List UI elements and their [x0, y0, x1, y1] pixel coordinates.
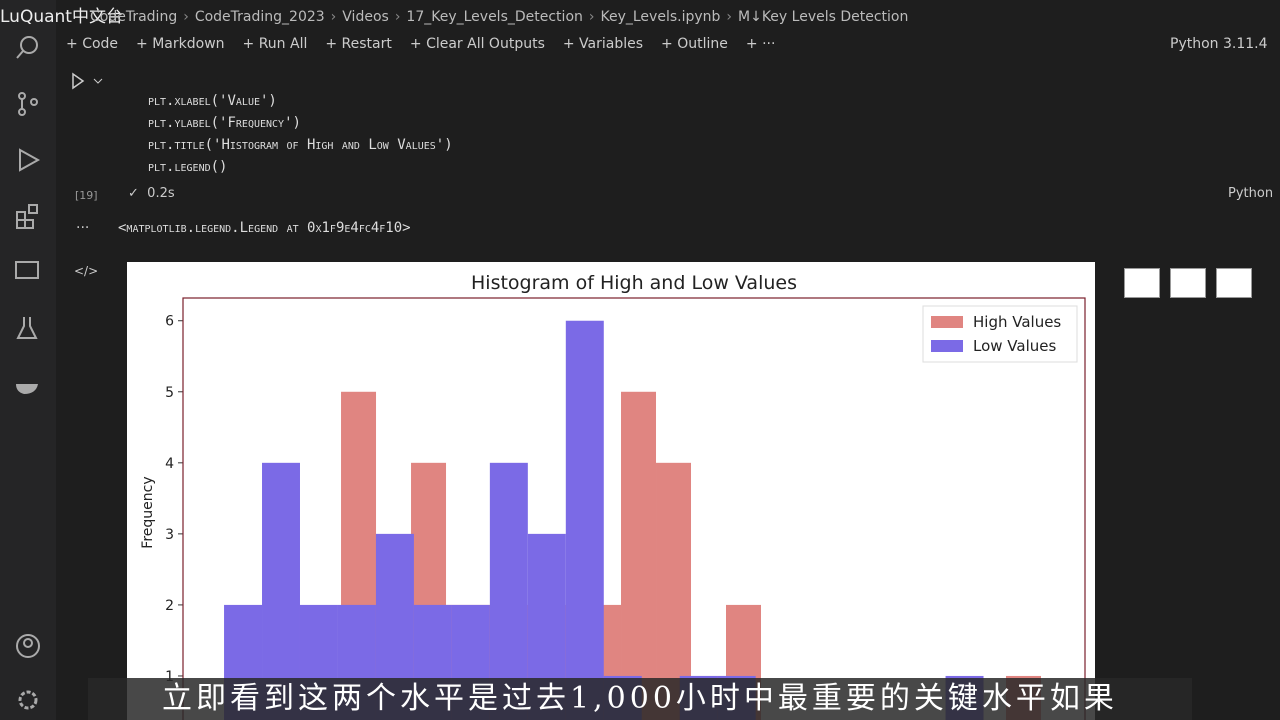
breadcrumb-item[interactable]: CodeTrading_2023 [194, 9, 325, 25]
toolbar-button[interactable]: Variables [563, 36, 643, 52]
breadcrumb-item[interactable]: CodeTrading [90, 9, 178, 25]
legend-box [922, 305, 1078, 363]
output-icon[interactable]: </> [74, 264, 99, 278]
y-tick-label: 5 [165, 385, 174, 401]
legend-swatch [931, 316, 963, 328]
output-text: <matplotlib.legend.Legend at 0x1f9e4fc4f… [118, 220, 411, 236]
execution-count: [19] [75, 189, 98, 202]
plot-button[interactable] [1170, 268, 1206, 298]
subtitle: 立即看到这两个水平是过去1,000小时中最重要的关键水平如果 [88, 678, 1192, 720]
separator: › [394, 9, 401, 25]
plot-frame [182, 297, 1086, 720]
cell-language[interactable]: Python [1228, 186, 1274, 201]
copy-button[interactable] [1124, 268, 1160, 298]
y-tick-label: 1 [165, 669, 174, 685]
toolbar-button[interactable]: Outline [661, 36, 728, 52]
separator: › [330, 9, 337, 25]
toolbar-button[interactable]: Run All [243, 36, 308, 52]
execution-time: ✓ 0.2s [128, 186, 175, 201]
code-line: plt.xlabel('Value') [148, 93, 277, 109]
watermark: LuQuant中文台 [0, 7, 123, 27]
separator: › [588, 9, 595, 25]
kernel-picker[interactable]: Python 3.11.4 [1170, 36, 1268, 52]
breadcrumb-item[interactable]: Key_Levels.ipynb [600, 9, 721, 25]
toolbar-button[interactable]: Restart [325, 36, 392, 52]
y-axis-label: Frequency [140, 476, 156, 548]
toolbar-button[interactable]: Markdown [136, 36, 224, 52]
y-tick-label: 4 [165, 456, 174, 472]
run-cell-button[interactable] [70, 72, 110, 90]
legend-label: Low Values [973, 337, 1056, 355]
toolbar-button[interactable]: ··· [746, 36, 775, 52]
activity-bar [0, 0, 56, 720]
histogram-bar [262, 462, 300, 720]
histogram-bar [565, 320, 604, 720]
chart-title: Histogram of High and Low Values [471, 272, 797, 294]
histogram-bar [489, 462, 528, 720]
code-line: plt.ylabel('Frequency') [148, 115, 301, 131]
histogram-bar [621, 391, 657, 720]
toolbar-button[interactable]: Clear All Outputs [410, 36, 545, 52]
search-icon[interactable] [14, 34, 42, 62]
legend-swatch [931, 340, 963, 352]
code-cell[interactable]: plt.xlabel('Value') plt.ylabel('Frequency… [148, 90, 453, 178]
legend-label: High Values [973, 313, 1061, 331]
extensions-icon[interactable] [14, 202, 42, 230]
breadcrumb-item[interactable]: Videos [342, 9, 389, 25]
save-button[interactable] [1216, 268, 1252, 298]
settings-icon[interactable] [14, 686, 42, 714]
y-tick-label: 3 [165, 527, 174, 543]
separator: › [726, 9, 733, 25]
code-line: plt.title('Histogram of High and Low Val… [148, 137, 453, 153]
separator: › [183, 9, 189, 25]
chart-output: Histogram of High and Low Values Frequenc… [127, 262, 1095, 720]
time-text: 0.2s [147, 186, 175, 201]
breadcrumb-item[interactable]: M↓Key Levels Detection [738, 9, 909, 25]
chart: Histogram of High and Low Values Frequenc… [140, 272, 1086, 720]
code-line: plt.legend() [148, 159, 228, 175]
y-tick-label: 2 [165, 598, 174, 614]
account-icon[interactable] [14, 632, 42, 660]
breadcrumb: CodeTrading › CodeTrading_2023 › Videos › 17_K… [90, 9, 908, 25]
breadcrumb-item[interactable]: 17_Key_Levels_Detection [406, 9, 583, 25]
remote-icon[interactable] [14, 258, 42, 286]
testing-icon[interactable] [14, 314, 42, 342]
output-menu[interactable]: ··· [76, 220, 90, 236]
source-control-icon[interactable] [14, 90, 42, 118]
toolbar-button[interactable]: Code [66, 36, 118, 52]
run-debug-icon[interactable] [14, 146, 42, 174]
y-tick-label: 6 [165, 314, 174, 330]
docker-icon[interactable] [14, 370, 42, 398]
notebook-toolbar: Code Markdown Run All Restart Clear All Outp… [66, 36, 775, 52]
